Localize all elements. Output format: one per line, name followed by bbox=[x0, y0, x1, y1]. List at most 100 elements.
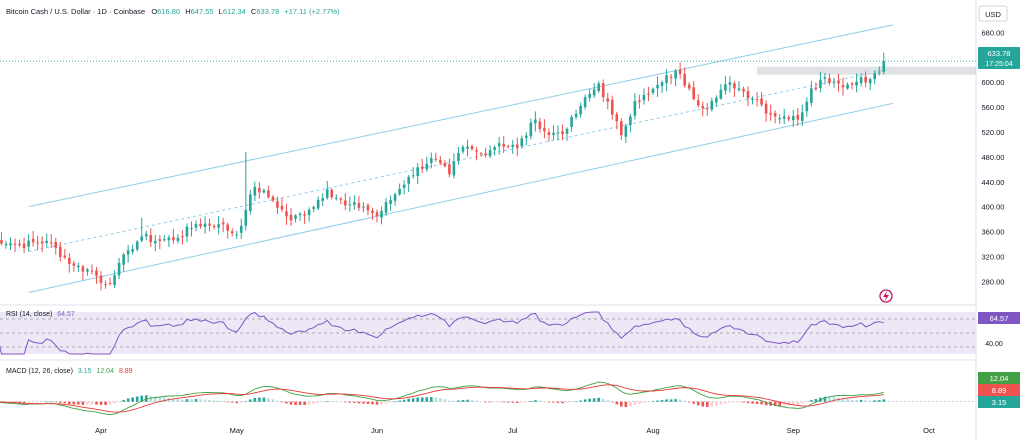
macd-hist-bar bbox=[511, 401, 515, 403]
macd-hist-bar bbox=[778, 401, 781, 407]
candle-body bbox=[556, 132, 560, 134]
macd-hist-bar bbox=[751, 401, 754, 404]
macd-hist-bar bbox=[380, 401, 383, 405]
currency-label[interactable]: USD bbox=[985, 10, 1001, 19]
macd-hist-bar bbox=[18, 401, 21, 403]
candle-body bbox=[4, 243, 8, 246]
candle-body bbox=[855, 81, 858, 86]
macd-hist-bar bbox=[172, 398, 175, 402]
hist-value-tag bbox=[978, 396, 1020, 408]
candle-body bbox=[629, 116, 632, 126]
x-tick-label: Jun bbox=[371, 426, 383, 435]
candle-body bbox=[570, 116, 573, 128]
macd-hist-bar bbox=[411, 398, 415, 402]
candle-body bbox=[420, 166, 424, 169]
macd-hist-bar bbox=[724, 401, 727, 404]
macd-hist-bar bbox=[181, 399, 184, 402]
candle-body bbox=[366, 205, 370, 211]
candle-body bbox=[620, 121, 623, 136]
macd-hist-bar bbox=[615, 401, 619, 405]
candle-body bbox=[882, 61, 886, 72]
candle-body bbox=[416, 167, 420, 177]
lightning-icon[interactable] bbox=[879, 289, 893, 303]
currency-button-box[interactable] bbox=[978, 5, 1008, 22]
macd-hist-bar bbox=[841, 398, 845, 402]
candle-body bbox=[357, 203, 361, 208]
header-high-value: 647.55 bbox=[191, 7, 214, 16]
macd-hist-bar bbox=[244, 401, 248, 403]
macd-hist-bar bbox=[163, 397, 166, 402]
macd-hist-bar bbox=[461, 399, 465, 402]
candle-body bbox=[561, 131, 564, 135]
macd-hist-bar bbox=[407, 398, 410, 402]
macd-hist-bar bbox=[425, 397, 429, 402]
x-tick-label: May bbox=[230, 426, 244, 435]
macd-hist-bar bbox=[36, 401, 39, 403]
macd-hist-bar bbox=[814, 398, 818, 402]
candle-body bbox=[819, 79, 822, 89]
candle-body bbox=[190, 227, 193, 229]
macd-hist-bar bbox=[443, 399, 447, 402]
candle-body bbox=[552, 132, 555, 135]
macd-hist-bar bbox=[135, 396, 139, 402]
candle-body bbox=[448, 164, 451, 175]
candle-body bbox=[86, 269, 89, 272]
macd-hist-bar bbox=[674, 399, 677, 402]
candle-body bbox=[588, 93, 591, 98]
macd-hist-bar bbox=[755, 401, 759, 404]
candle-body bbox=[787, 117, 791, 120]
candle-body bbox=[769, 112, 772, 115]
macd-hist-bar bbox=[592, 398, 596, 402]
x-tick-label: Sep bbox=[787, 426, 800, 435]
candle-body bbox=[755, 99, 759, 101]
candle-body bbox=[488, 150, 492, 157]
candles-group bbox=[0, 52, 886, 291]
macd-hist-bar bbox=[393, 401, 397, 403]
macd-hist-bar bbox=[610, 401, 614, 403]
candle-body bbox=[131, 248, 134, 252]
candle-body bbox=[398, 188, 401, 195]
macd-hist-bar bbox=[647, 401, 650, 403]
candle-body bbox=[669, 76, 673, 78]
candle-body bbox=[683, 73, 686, 86]
candle-body bbox=[153, 240, 157, 244]
candle-body bbox=[841, 85, 845, 88]
candle-body bbox=[506, 146, 510, 148]
x-tick-label: Apr bbox=[95, 426, 107, 435]
macd-hist-bar bbox=[99, 401, 103, 405]
macd-hist-bar bbox=[696, 401, 700, 406]
macd-hist-bar bbox=[601, 398, 605, 402]
candle-body bbox=[425, 163, 429, 170]
candle-body bbox=[181, 236, 184, 238]
candle-body bbox=[805, 101, 809, 112]
macd-hist-bar bbox=[384, 401, 388, 404]
candle-body bbox=[868, 79, 872, 84]
macd-hist-bar bbox=[45, 401, 49, 403]
macd-hist-bar bbox=[289, 401, 293, 405]
candle-body bbox=[764, 103, 768, 114]
candle-body bbox=[176, 237, 180, 241]
macd-line bbox=[0, 381, 884, 416]
candle-body bbox=[140, 236, 144, 241]
candle-body bbox=[371, 210, 374, 213]
macd-hist-bar bbox=[669, 399, 673, 402]
macd-hist-bar bbox=[479, 401, 483, 403]
macd-hist-bar bbox=[429, 397, 433, 402]
candle-body bbox=[642, 94, 646, 101]
macd-hist-bar bbox=[176, 399, 180, 402]
candle-body bbox=[411, 175, 415, 177]
macd-hist-bar bbox=[13, 401, 17, 403]
candle-body bbox=[135, 241, 139, 250]
macd-hist-bar bbox=[371, 401, 374, 405]
candle-body bbox=[402, 184, 406, 188]
macd-hist-bar bbox=[728, 401, 732, 403]
macd-hist-bar bbox=[488, 401, 492, 403]
macd-hist-bar bbox=[570, 401, 573, 403]
candle-body bbox=[289, 214, 293, 221]
header-symbol: Bitcoin Cash / U.S. Dollar · 1D · Coinba… bbox=[6, 7, 145, 16]
macd-hist-bar bbox=[633, 401, 637, 405]
header-row: Bitcoin Cash / U.S. Dollar · 1D · Coinba… bbox=[6, 7, 340, 16]
macd-group bbox=[0, 381, 976, 416]
candle-body bbox=[751, 98, 754, 100]
